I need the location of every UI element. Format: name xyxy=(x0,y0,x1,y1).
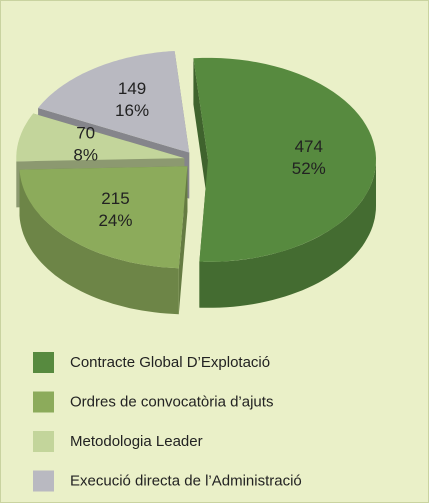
legend-swatch xyxy=(33,391,54,413)
data-label: 149 xyxy=(118,79,146,98)
legend-swatch xyxy=(33,431,54,452)
slice xyxy=(193,57,376,308)
percent-label: 52% xyxy=(292,159,326,178)
slice-side xyxy=(193,58,208,206)
legend-label: Ordres de convocatòria d’ajuts xyxy=(70,393,273,410)
slice-wall xyxy=(199,159,376,308)
slice-top xyxy=(19,166,188,269)
percent-label: 24% xyxy=(98,211,132,230)
legend-label: Execució directa de l’Administració xyxy=(70,472,302,489)
data-label: 474 xyxy=(295,137,323,156)
slice-top xyxy=(193,57,376,262)
percent-label: 16% xyxy=(115,101,149,120)
percent-label: 8% xyxy=(73,145,98,164)
data-label: 70 xyxy=(76,123,95,142)
legend-swatch xyxy=(33,352,54,373)
slice-top xyxy=(38,51,190,153)
slice-top xyxy=(16,113,185,162)
data-label: 215 xyxy=(101,189,129,208)
legend-label: Contracte Global D’Explotació xyxy=(70,354,270,371)
slice-wall xyxy=(19,169,179,315)
legend-swatch xyxy=(33,470,54,492)
legend-label: Metodologia Leader xyxy=(70,433,203,450)
slice xyxy=(19,166,188,315)
